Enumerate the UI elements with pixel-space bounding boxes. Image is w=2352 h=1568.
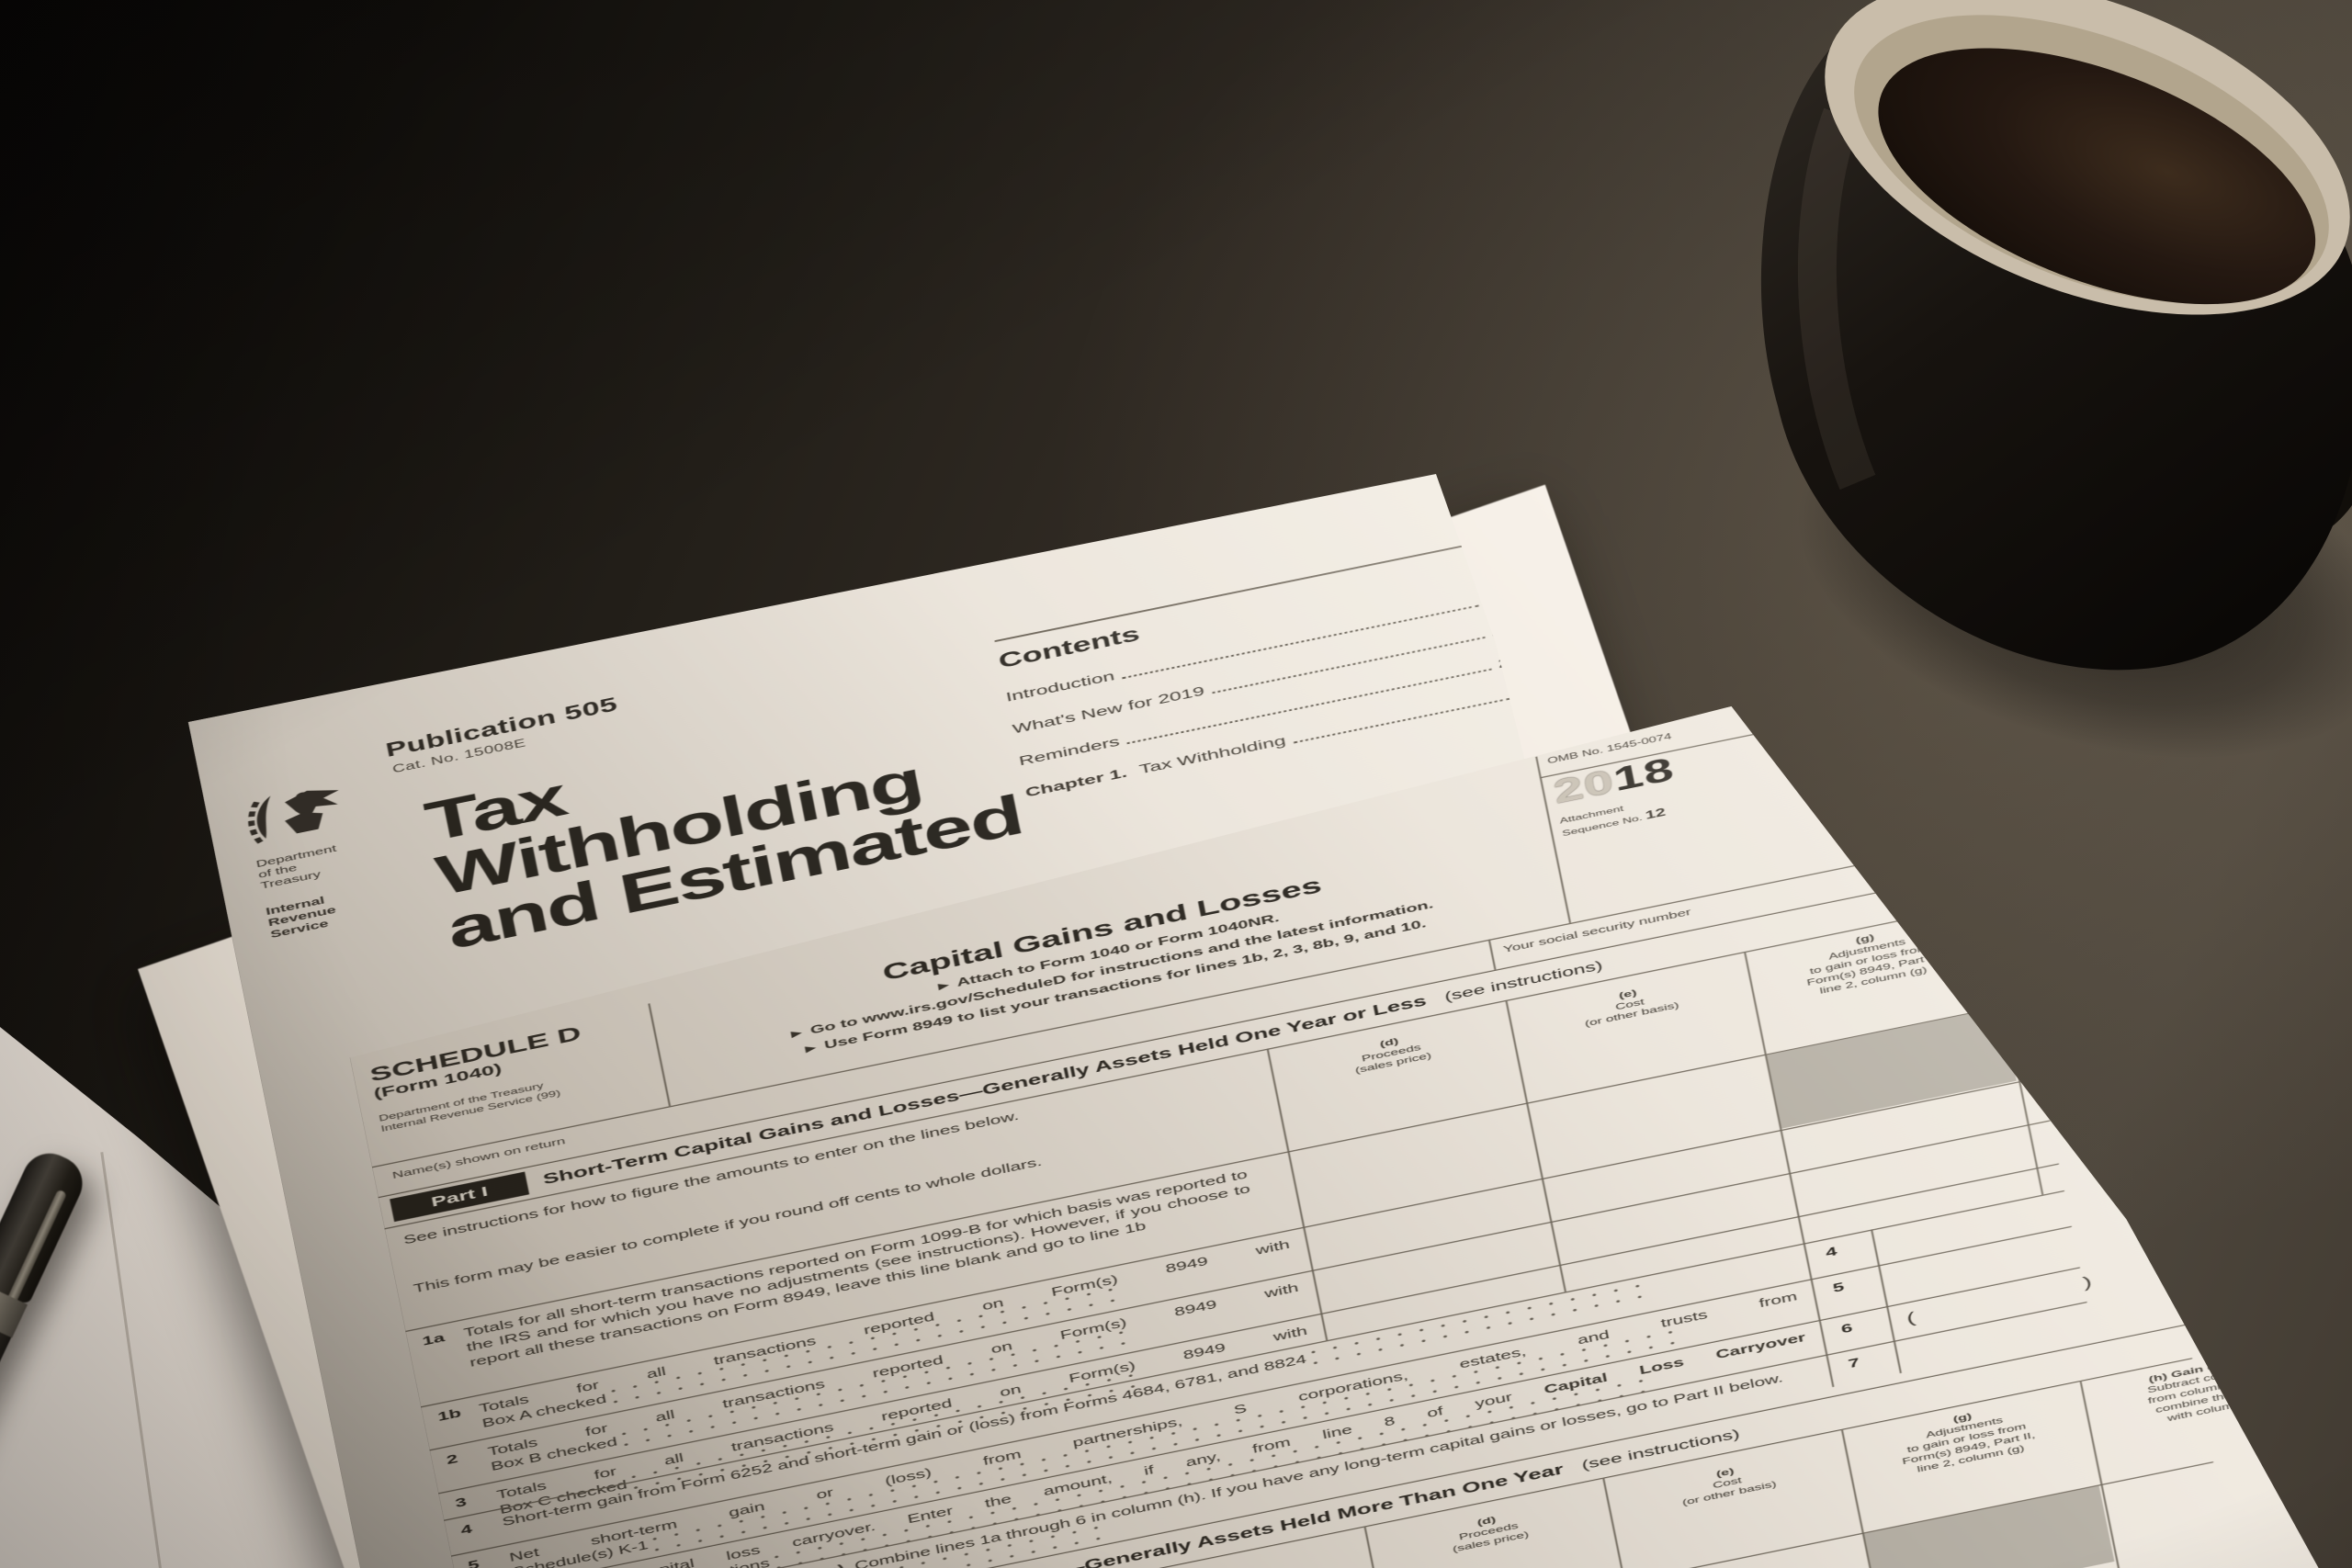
row-4-line-number: 4 (459, 1521, 474, 1538)
irs-agency-block: Department of the Treasury Internal Reve… (242, 766, 407, 941)
col-e-left-rule (1505, 1000, 1566, 1292)
row-4-rule (451, 1226, 2072, 1557)
row-6-box-number: 6 (1839, 1320, 1854, 1337)
shaded-cell-1a (1767, 1008, 2017, 1129)
publication-505-sheet: Publication 505 Cat. No. 15008E Tax With… (170, 359, 1736, 1568)
name-row-divider (1488, 940, 1497, 970)
row-7-box-number: 7 (1847, 1355, 1861, 1371)
row-5-box-number: 5 (1831, 1279, 1846, 1295)
row-4-box-number: 4 (1824, 1243, 1838, 1260)
row-3-number: 3 (454, 1494, 469, 1510)
coffee-surface (1878, 48, 2316, 305)
irs-eagle-logo (242, 772, 360, 856)
irs-label: Internal Revenue Service (265, 894, 337, 941)
row-5-line-number: 5 (466, 1556, 481, 1568)
coffee-mug-graphic (1760, 0, 2352, 671)
line-number-col-rule (1871, 1229, 1902, 1373)
loss-paren-close: ) (2081, 1272, 2094, 1292)
row-2-number: 2 (445, 1450, 459, 1467)
row-1a-number: 1a (421, 1329, 447, 1348)
row-1b-number: 1b (435, 1404, 463, 1424)
loss-paren-open: ( (1905, 1308, 1917, 1327)
coffee-mug (1727, 0, 2352, 716)
mug-body-highlight (1797, 107, 1876, 491)
shaded-cell-part2 (1864, 1486, 2115, 1568)
column-h-header: (h) Gain or (loss) Subtract column (e) f… (2049, 873, 2177, 945)
contents-rule (994, 540, 1487, 642)
